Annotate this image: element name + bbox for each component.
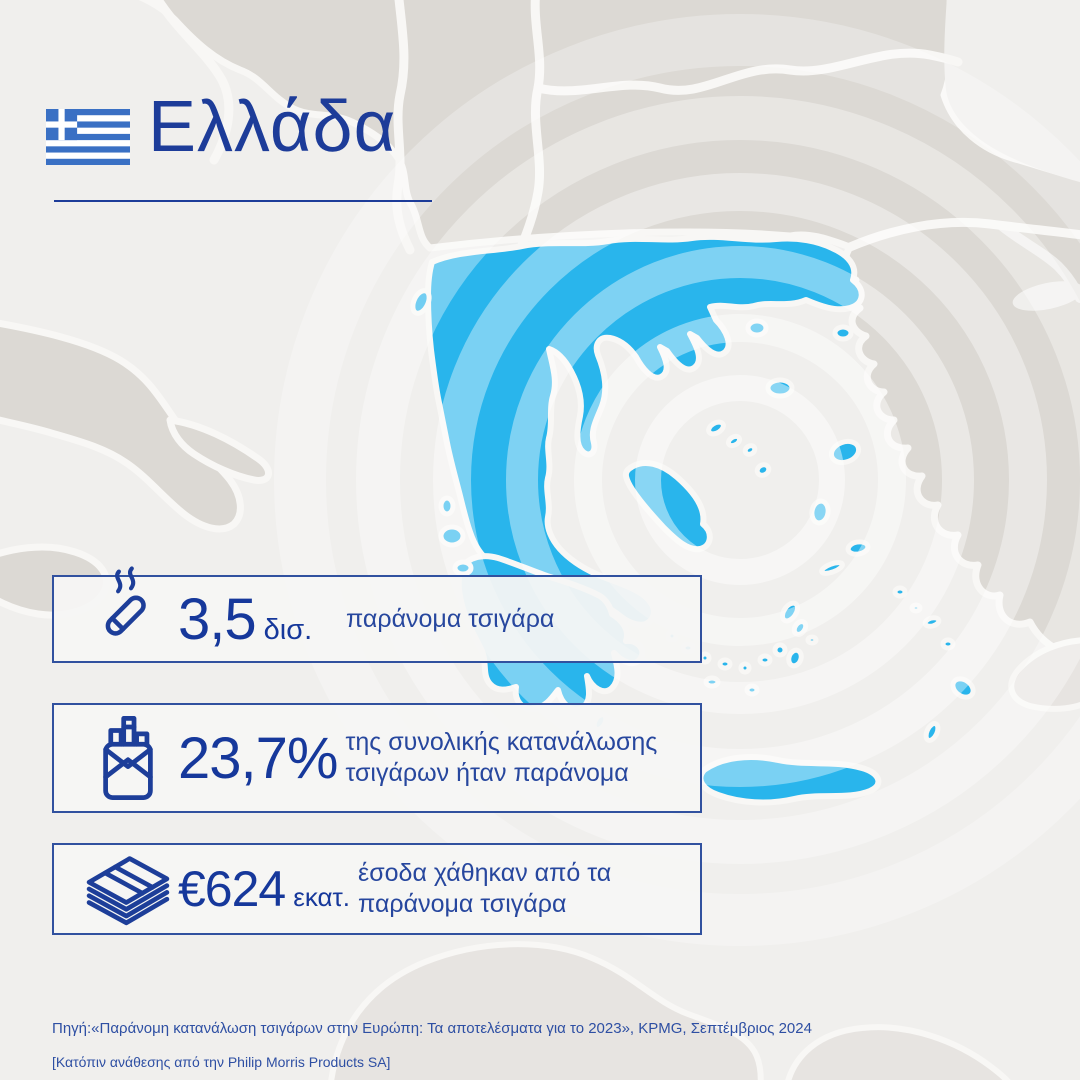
- stat-description: έσοδα χάθηκαν από τα παράνομα τσιγάρα: [358, 859, 612, 918]
- ripple-rings: [274, 14, 1080, 946]
- cigarette-pack-icon: [78, 713, 178, 803]
- page-title: Ελλάδα: [148, 87, 397, 167]
- bosphorus-strait: [997, 221, 1080, 303]
- italy-shape: [0, 319, 244, 533]
- stat-description: παράνομα τσιγάρα: [346, 604, 555, 633]
- country-borders: [152, 0, 1080, 255]
- commission-note: [Κατόπιν ανάθεσης από την Philip Morris …: [52, 1054, 391, 1070]
- greece-flag-icon: [46, 109, 130, 165]
- africa-coast: [328, 637, 1080, 1080]
- stat-box-illicit-cigarettes: 3,5 δισ. παράνομα τσιγάρα: [52, 565, 702, 663]
- stat-box-share-illicit: 23,7% της συνολικής κατανάλωσης τσιγάρων…: [52, 703, 702, 813]
- stat-unit: δισ.: [263, 613, 313, 646]
- stat-value: €624: [178, 861, 286, 917]
- greek-islands: [410, 288, 976, 743]
- stat-value-group: €624 εκατ.: [178, 860, 358, 918]
- stat-value: 3,5: [178, 586, 257, 652]
- money-stack-icon: [78, 850, 178, 928]
- stat-box-lost-revenue: €624 εκατ. έσοδα χάθηκαν από τα παράνομα…: [52, 843, 702, 935]
- stat-value: 23,7%: [178, 725, 338, 791]
- stat-value-group: 3,5 δισ.: [178, 586, 320, 653]
- stat-description: της συνολικής κατανάλωσης τσιγάρων ήταν …: [345, 728, 658, 787]
- title-divider: [54, 200, 432, 202]
- source-citation: Πηγή:«Παράνομη κατανάλωση τσιγάρων στην …: [52, 1020, 812, 1037]
- stat-unit: εκατ.: [293, 882, 351, 912]
- crete-shape: [697, 754, 882, 806]
- black-sea: [944, 0, 1080, 311]
- cigarette-icon: [78, 565, 178, 646]
- stat-value-group: 23,7%: [178, 725, 345, 792]
